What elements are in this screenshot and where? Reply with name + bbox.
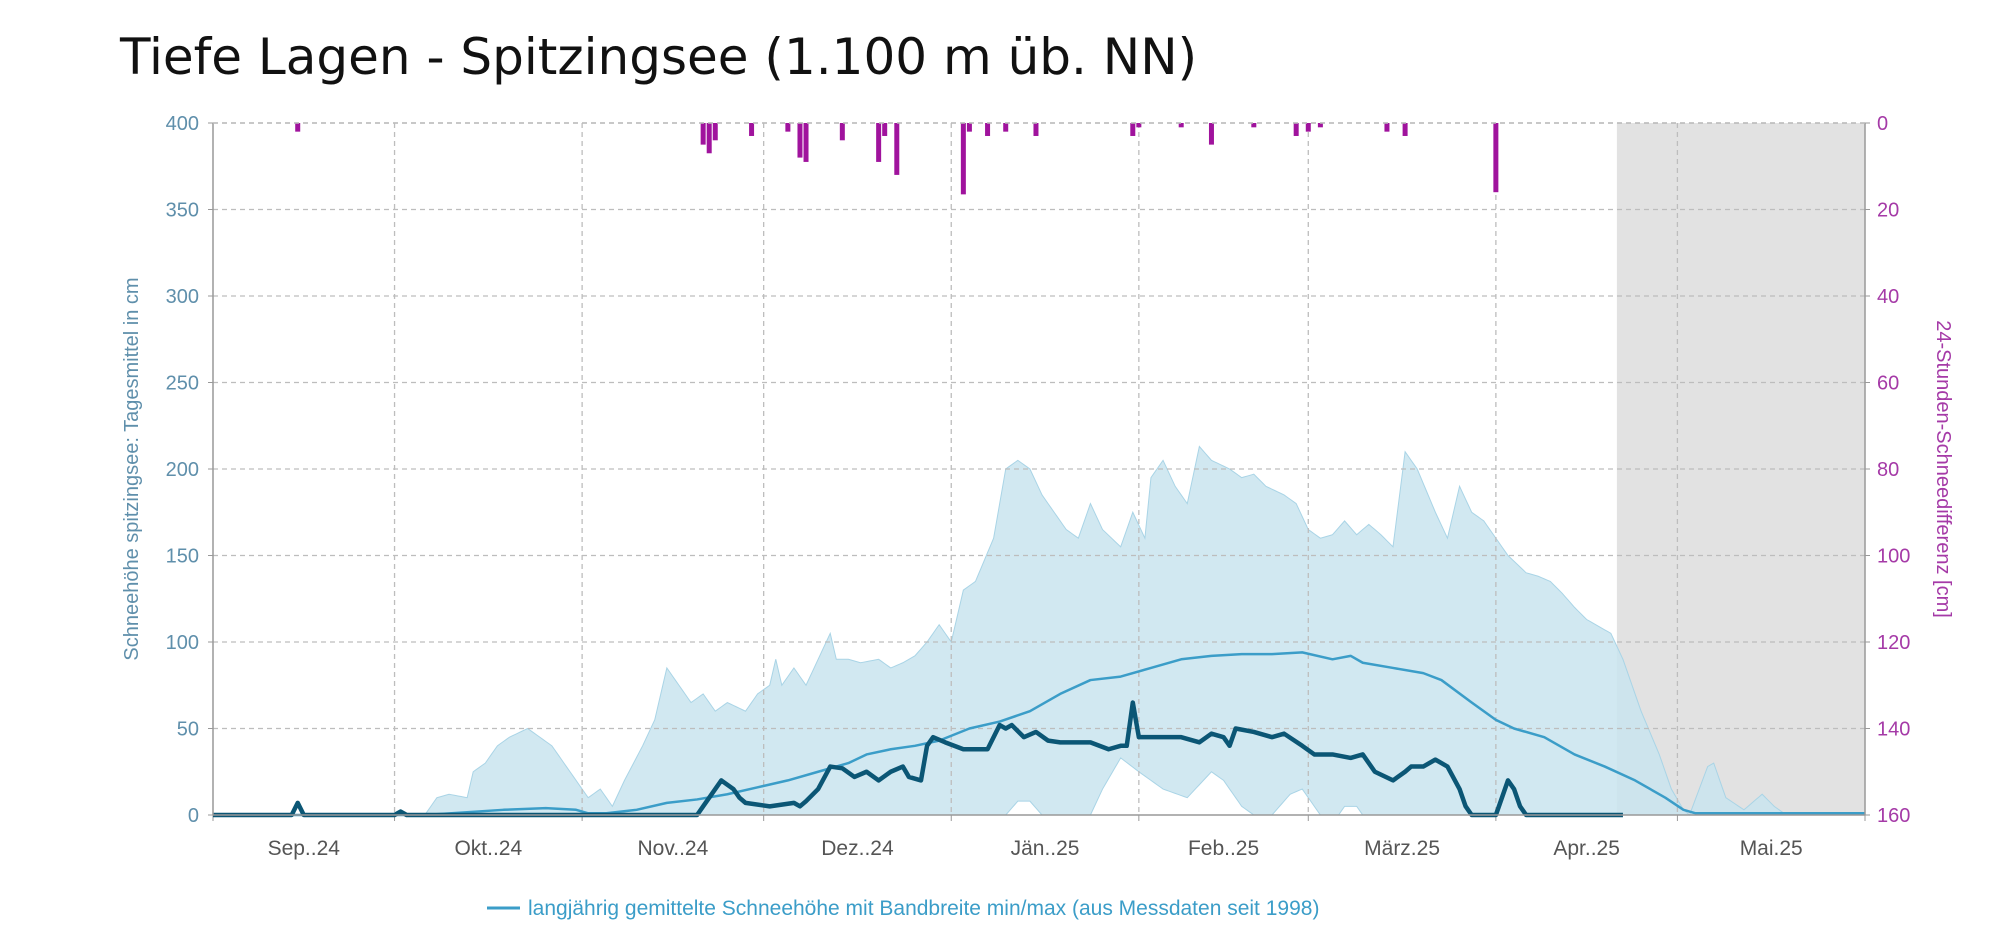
- y-tick-label: 300: [166, 286, 199, 308]
- snow-difference-bar: [1493, 123, 1499, 193]
- x-tick-label: Mai.25: [1740, 837, 1803, 860]
- snow-difference-bar: [295, 123, 301, 132]
- snow-difference-bar: [1136, 123, 1142, 128]
- y2-tick-label: 120: [1877, 632, 1910, 654]
- y-tick-label: 250: [166, 373, 199, 395]
- x-tick-label: Feb..25: [1188, 837, 1259, 860]
- x-tick-label: Okt..24: [454, 837, 522, 860]
- snow-difference-bar: [797, 123, 803, 158]
- snow-difference-bar: [1305, 123, 1311, 132]
- y-tick-label: 400: [166, 113, 199, 135]
- y2-tick-label: 80: [1877, 459, 1899, 481]
- x-tick-label: März.25: [1364, 837, 1440, 860]
- snow-difference-bar: [1208, 123, 1214, 145]
- y2-tick-label: 140: [1877, 719, 1910, 741]
- y-axis-title: Schneehöhe spitzingsee: Tagesmittel in c…: [121, 277, 143, 660]
- chart-title: Tiefe Lagen - Spitzingsee (1.100 m üb. N…: [120, 28, 1198, 86]
- snow-difference-bar: [785, 123, 791, 132]
- snow-difference-bar: [1293, 123, 1299, 136]
- snow-difference-bar: [712, 123, 718, 141]
- y-tick-label: 350: [166, 200, 199, 222]
- legend-label: langjährig gemittelte Schneehöhe mit Ban…: [528, 897, 1319, 920]
- snow-difference-bar: [1178, 123, 1184, 128]
- x-tick-label: Apr..25: [1553, 837, 1620, 860]
- snow-difference-bar: [882, 123, 888, 136]
- y-tick-label: 150: [166, 546, 199, 568]
- snow-difference-bar: [1402, 123, 1408, 136]
- snow-difference-bar: [749, 123, 755, 136]
- snow-difference-bar: [1384, 123, 1390, 132]
- y2-tick-label: 40: [1877, 286, 1899, 308]
- snow-difference-bar: [803, 123, 809, 162]
- x-tick-label: Sep..24: [268, 837, 341, 860]
- y-tick-label: 50: [177, 719, 199, 741]
- y2-tick-label: 160: [1877, 805, 1910, 827]
- snow-difference-bar: [1251, 123, 1257, 128]
- snow-difference-bar: [960, 123, 966, 195]
- snow-difference-bar: [1003, 123, 1009, 132]
- snow-difference-bar: [1033, 123, 1039, 136]
- snow-difference-bar: [876, 123, 882, 162]
- current-snow-depth-line: [213, 700, 1623, 818]
- snow-difference-bar: [1130, 123, 1136, 136]
- y2-tick-label: 100: [1877, 546, 1910, 568]
- snow-difference-bar: [985, 123, 991, 136]
- y2-tick-label: 20: [1877, 200, 1899, 222]
- forecast-shade: [1616, 123, 1865, 815]
- y2-tick-label: 0: [1877, 113, 1888, 135]
- x-tick-label: Jän..25: [1011, 837, 1080, 860]
- snow-difference-bar: [966, 123, 972, 132]
- x-tick-label: Nov..24: [637, 837, 708, 860]
- y2-axis-title: 24-Stunden-Schneedifferenz [cm]: [1932, 320, 1954, 618]
- y2-tick-label: 60: [1877, 373, 1899, 395]
- snow-difference-bar: [706, 123, 712, 154]
- mean-snow-depth-line: [213, 651, 1865, 817]
- y-tick-label: 0: [188, 805, 199, 827]
- snow-difference-bar: [839, 123, 845, 141]
- y-tick-label: 100: [166, 632, 199, 654]
- snow-difference-bar: [894, 123, 900, 175]
- snow-difference-bar: [1317, 123, 1323, 128]
- x-tick-label: Dez..24: [821, 837, 894, 860]
- snow-difference-bar: [700, 123, 706, 145]
- y-tick-label: 200: [166, 459, 199, 481]
